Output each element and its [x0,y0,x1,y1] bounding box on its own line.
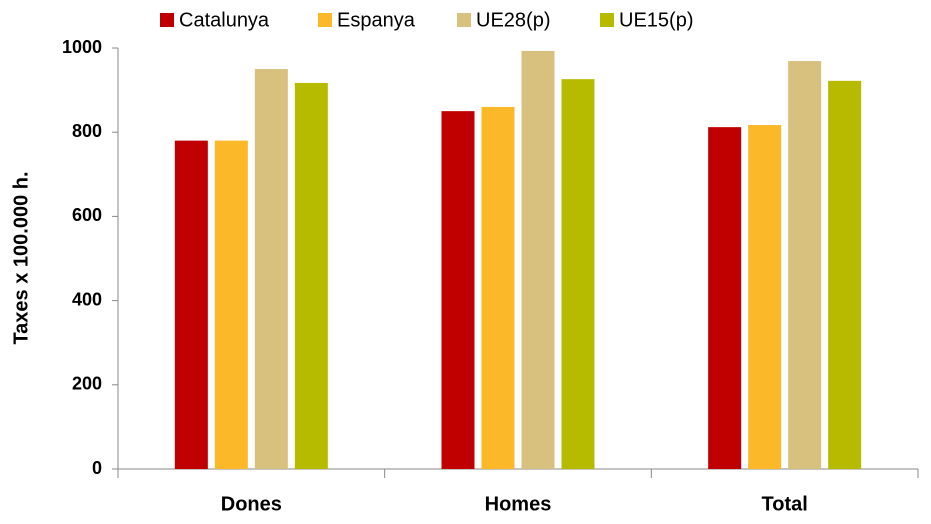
legend-label: Catalunya [179,9,270,31]
bar [214,140,248,469]
y-tick-label: 600 [72,205,102,225]
legend-swatch [457,13,471,27]
bar [788,61,822,470]
legend-swatch [318,13,332,27]
bar [521,50,555,470]
legend-label: UE15(p) [619,9,693,31]
legend-label: Espanya [337,9,416,31]
y-tick-label: 200 [72,374,102,394]
bar [294,82,328,470]
y-axis-title: Taxes x 100.000 h. [10,171,32,344]
y-tick-label: 1000 [62,37,102,57]
x-tick-label: Dones [221,493,282,515]
bar [441,111,475,470]
x-tick-label: Homes [485,493,552,515]
bar [748,125,782,469]
y-tick-label: 800 [72,121,102,141]
y-tick-label: 400 [72,289,102,309]
legend-label: UE28(p) [476,9,550,31]
bar [174,140,208,469]
y-tick-label: 0 [92,458,102,478]
bar [561,79,595,470]
x-tick-label: Total [762,493,808,515]
bar [254,69,288,470]
legend-swatch [600,13,614,27]
bar [828,80,862,469]
bar [481,106,515,469]
bar [708,127,742,469]
legend-swatch [160,13,174,27]
